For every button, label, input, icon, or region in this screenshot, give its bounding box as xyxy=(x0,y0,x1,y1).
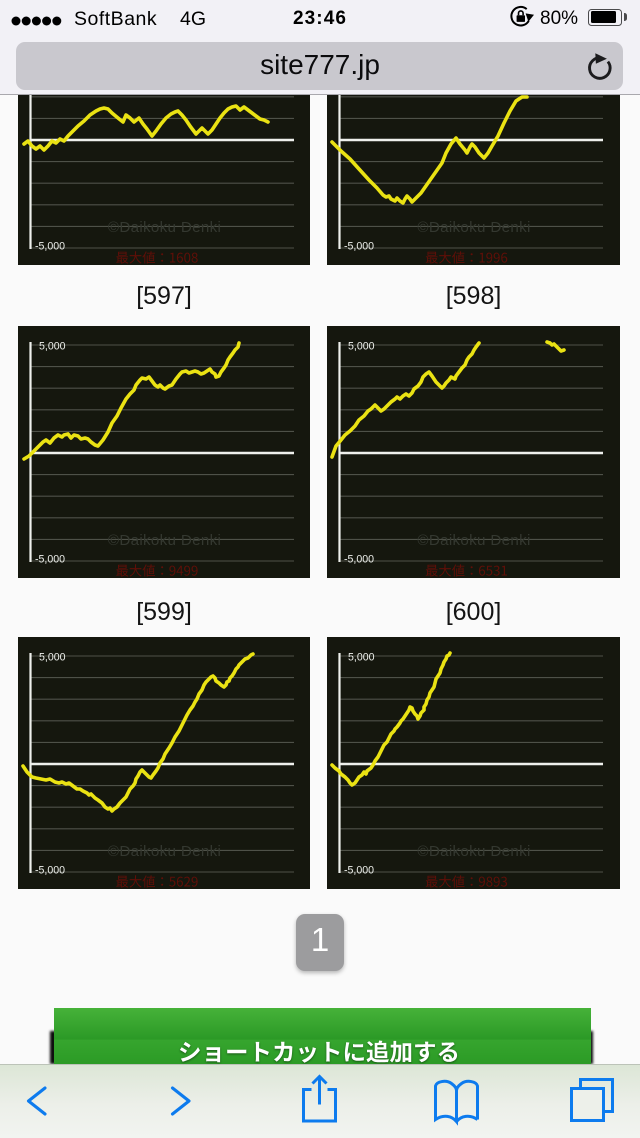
svg-text:©Daikoku Denki: ©Daikoku Denki xyxy=(108,532,221,549)
svg-text:-5,000: -5,000 xyxy=(35,865,65,877)
svg-text:5,000: 5,000 xyxy=(348,652,375,664)
svg-text:©Daikoku Denki: ©Daikoku Denki xyxy=(417,843,530,860)
svg-text:©Daikoku Denki: ©Daikoku Denki xyxy=(417,219,530,236)
svg-text:-5,000: -5,000 xyxy=(35,554,65,566)
svg-text:-5,000: -5,000 xyxy=(344,241,374,253)
svg-text:©Daikoku Denki: ©Daikoku Denki xyxy=(417,532,530,549)
svg-text:-5,000: -5,000 xyxy=(344,865,374,877)
svg-text:5,000: 5,000 xyxy=(348,341,375,353)
svg-text:-5,000: -5,000 xyxy=(35,241,65,253)
svg-text:5,000: 5,000 xyxy=(39,652,66,664)
svg-text:©Daikoku Denki: ©Daikoku Denki xyxy=(108,843,221,860)
svg-text:-5,000: -5,000 xyxy=(344,554,374,566)
svg-text:©Daikoku Denki: ©Daikoku Denki xyxy=(108,219,221,236)
svg-text:5,000: 5,000 xyxy=(39,341,66,353)
